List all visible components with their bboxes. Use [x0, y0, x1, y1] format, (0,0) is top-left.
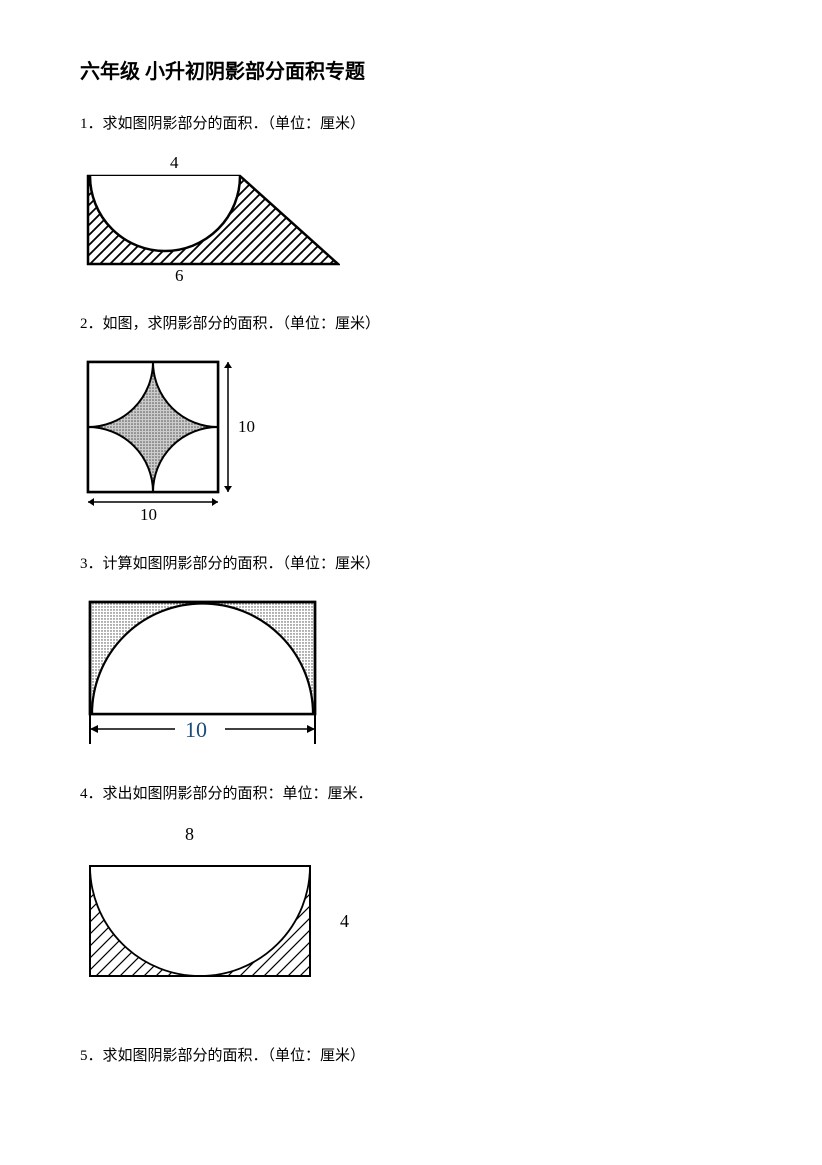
problem-5-text: 5．求如图阴影部分的面积．（单位：厘米） — [80, 1044, 742, 1068]
problem-2-figure: 10 10 — [80, 354, 742, 524]
problem-1-text: 1．求如图阴影部分的面积．（单位：厘米） — [80, 112, 742, 136]
label-bottom: 6 — [175, 266, 184, 284]
label-top: 8 — [185, 824, 194, 844]
label-right: 10 — [238, 417, 255, 436]
label-bottom: 10 — [185, 717, 207, 742]
problem-2: 2．如图，求阴影部分的面积．（单位：厘米） 10 — [80, 312, 742, 524]
problem-1-figure: 4 6 — [80, 154, 742, 284]
problem-5: 5．求如图阴影部分的面积．（单位：厘米） — [80, 1044, 742, 1068]
problem-2-text: 2．如图，求阴影部分的面积．（单位：厘米） — [80, 312, 742, 336]
problem-3-figure: 10 — [80, 594, 742, 754]
label-right: 4 — [340, 911, 349, 931]
label-top: 4 — [170, 154, 179, 172]
problem-4: 4．求出如图阴影部分的面积：单位：厘米． 8 4 — [80, 782, 742, 984]
problem-3: 3．计算如图阴影部分的面积．（单位：厘米） 10 — [80, 552, 742, 754]
page-title: 六年级 小升初阴影部分面积专题 — [80, 55, 742, 84]
problem-3-text: 3．计算如图阴影部分的面积．（单位：厘米） — [80, 552, 742, 576]
problem-4-figure: 8 4 — [80, 824, 742, 984]
problem-1: 1．求如图阴影部分的面积．（单位：厘米） 4 6 — [80, 112, 742, 284]
problem-4-text: 4．求出如图阴影部分的面积：单位：厘米． — [80, 782, 742, 806]
label-bottom: 10 — [140, 505, 157, 524]
